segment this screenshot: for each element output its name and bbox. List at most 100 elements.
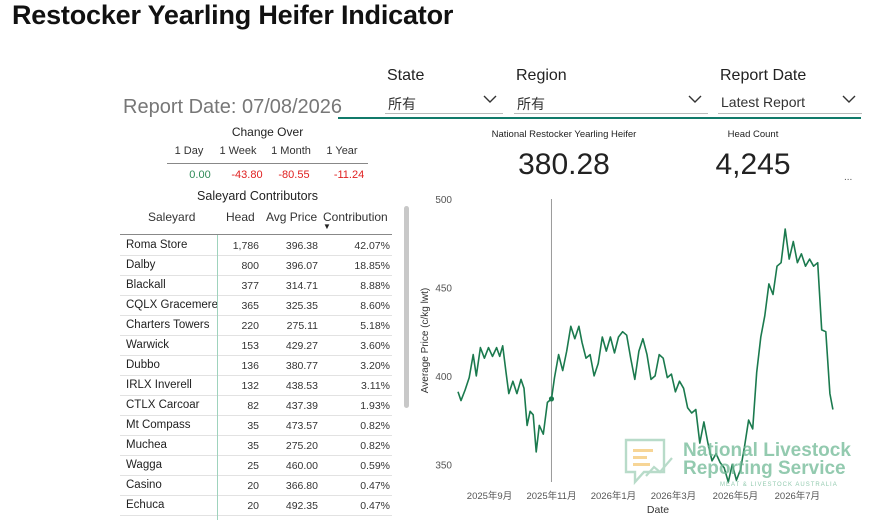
y-tick-label: 500 [435, 195, 452, 206]
head-cell: 365 [241, 300, 259, 312]
state-dropdown[interactable]: 所有 [385, 90, 503, 114]
table-row[interactable]: CTLX Carcoar 82 437.39 1.93% [120, 396, 392, 416]
region-dropdown-value: 所有 [517, 96, 545, 112]
head-cell: 82 [247, 400, 259, 412]
contribution-cell: 3.20% [360, 360, 390, 372]
saleyard-name-cell: Dubbo [126, 359, 160, 371]
head-cell: 153 [241, 340, 259, 352]
contribution-cell: 0.47% [360, 480, 390, 492]
x-axis-label: Date [647, 504, 669, 516]
state-dropdown-value: 所有 [388, 96, 416, 112]
avg-price-cell: 473.57 [285, 420, 318, 432]
saleyard-name-cell: Dalby [126, 259, 156, 271]
report-date-dropdown[interactable]: Latest Report [718, 90, 862, 114]
column-separator [217, 235, 218, 520]
table-scrollbar[interactable] [404, 206, 409, 408]
change-over-header: 1 Year [326, 145, 358, 157]
head-cell: 35 [247, 420, 259, 432]
contribution-cell: 3.11% [361, 380, 390, 392]
head-cell: 35 [247, 440, 259, 452]
y-tick-label: 450 [435, 283, 452, 294]
column-header-contribution[interactable]: Contribution [323, 210, 388, 224]
table-row[interactable]: Wagga 25 460.00 0.59% [120, 456, 392, 476]
table-row[interactable]: Casino 20 366.80 0.47% [120, 476, 392, 496]
column-header-head[interactable]: Head [226, 210, 255, 224]
watermark-line3: MEAT & LIVESTOCK AUSTRALIA [720, 482, 838, 488]
head-cell: 25 [247, 460, 259, 472]
watermark-line1: National Livestock [683, 440, 851, 461]
avg-price-cell: 396.38 [285, 240, 318, 252]
table-row[interactable]: Muchea 35 275.20 0.82% [120, 436, 392, 456]
table-row[interactable]: Echuca 20 492.35 0.47% [120, 496, 392, 516]
head-cell: 132 [241, 380, 259, 392]
national-indicator-value: 380.28 [518, 148, 610, 181]
saleyard-name-cell: Muchea [126, 439, 167, 451]
contribution-cell: 5.18% [360, 320, 390, 332]
column-header-saleyard[interactable]: Saleyard [148, 210, 196, 224]
table-row[interactable]: Blackall 377 314.71 8.88% [120, 276, 392, 296]
table-row[interactable]: IRLX Inverell 132 438.53 3.11% [120, 376, 392, 396]
nlrs-watermark: National Livestock Reporting Service MEA… [624, 438, 851, 488]
x-tick-label: 2026年1月 [591, 490, 636, 502]
change-over-value: -11.24 [333, 169, 365, 181]
x-tick-label: 2025年11月 [526, 490, 576, 502]
watermark-line2: Reporting Service [683, 458, 846, 479]
table-row[interactable]: CQLX Gracemere 365 325.35 8.60% [120, 296, 392, 316]
report-date-dropdown-value: Latest Report [721, 94, 806, 110]
column-header-avg-price[interactable]: Avg Price [266, 210, 318, 224]
contribution-cell: 8.60% [360, 300, 390, 312]
saleyard-table-title: Saleyard Contributors [197, 189, 318, 203]
report-date-text: Report Date: 07/08/2026 [123, 96, 343, 118]
saleyard-name-cell: Wagga [126, 459, 163, 471]
avg-price-cell: 325.35 [285, 300, 318, 312]
table-row[interactable]: Dubbo 136 380.77 3.20% [120, 356, 392, 376]
contribution-cell: 8.88% [360, 280, 390, 292]
change-over-value: -80.55 [278, 169, 310, 181]
contribution-cell: 42.07% [354, 240, 390, 252]
avg-price-cell: 396.07 [285, 260, 318, 272]
contribution-cell: 0.82% [360, 440, 390, 452]
avg-price-cell: 275.20 [285, 440, 318, 452]
y-tick-label: 350 [435, 460, 452, 471]
table-row[interactable]: Mt Compass 35 473.57 0.82% [120, 416, 392, 436]
contribution-cell: 0.47% [360, 500, 390, 512]
y-axis-label: Average Price (c/kg lwt) [420, 288, 431, 393]
avg-price-cell: 366.80 [285, 480, 318, 492]
saleyard-name-cell: CQLX Gracemere [126, 299, 219, 311]
divider [120, 234, 392, 235]
change-over-header: 1 Day [174, 145, 204, 157]
table-row[interactable]: Warwick 153 429.27 3.60% [120, 336, 392, 356]
price-line-chart[interactable]: 350 400 450 500 2025年9月 2025年11月 2026年1月 2026年3… [410, 188, 855, 520]
saleyard-name-cell: Blackall [126, 279, 166, 291]
x-tick-label: 2026年5月 [713, 490, 758, 502]
nlrs-logo-icon [624, 438, 673, 486]
saleyard-name-cell: Casino [126, 479, 162, 491]
chevron-down-icon [842, 95, 856, 103]
saleyard-name-cell: Roma Store [126, 239, 188, 251]
contribution-cell: 3.60% [360, 340, 390, 352]
table-row[interactable]: Dalby 800 396.07 18.85% [120, 256, 392, 276]
table-row[interactable]: Charters Towers 220 275.11 5.18% [120, 316, 392, 336]
avg-price-cell: 460.00 [285, 460, 318, 472]
report-date-filter-label: Report Date [720, 67, 807, 84]
contribution-cell: 0.59% [360, 460, 390, 472]
avg-price-cell: 437.39 [285, 400, 318, 412]
y-tick-label: 400 [435, 372, 452, 383]
head-cell: 20 [247, 500, 259, 512]
table-row[interactable]: Roma Store 1,786 396.38 42.07% [120, 236, 392, 256]
x-tick-label: 2026年7月 [775, 490, 820, 502]
region-dropdown[interactable]: 所有 [514, 90, 708, 114]
avg-price-cell: 492.35 [285, 500, 318, 512]
national-indicator-title: National Restocker Yearling Heifer [491, 129, 637, 140]
change-over-header: 1 Month [271, 145, 311, 157]
head-cell: 1,786 [232, 240, 259, 252]
x-tick-label: 2025年9月 [467, 490, 512, 502]
head-cell: 136 [241, 360, 259, 372]
avg-price-cell: 429.27 [285, 340, 318, 352]
change-over-header: 1 Week [219, 145, 257, 157]
page-title: Restocker Yearling Heifer Indicator [12, 0, 454, 30]
more-options-icon[interactable]: ... [844, 172, 853, 183]
chevron-down-icon [483, 95, 497, 103]
saleyard-name-cell: IRLX Inverell [126, 379, 192, 391]
chevron-down-icon [688, 95, 702, 103]
